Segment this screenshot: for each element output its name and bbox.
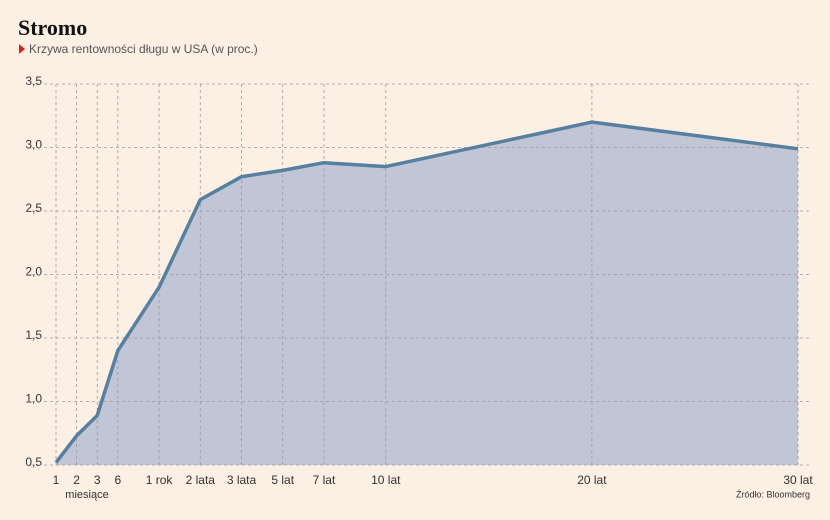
chart-title: Stromo <box>18 15 87 40</box>
y-tick-label: 1,0 <box>25 392 42 406</box>
x-tick-label: 1 <box>53 473 60 487</box>
x-tick-label: 3 lata <box>227 473 257 487</box>
x-annotation: miesiące <box>65 489 108 501</box>
subtitle-marker <box>19 44 25 54</box>
y-tick-label: 1,5 <box>25 328 42 342</box>
x-tick-label: 20 lat <box>577 473 607 487</box>
line <box>54 120 799 464</box>
x-tick-label: 6 <box>114 473 121 487</box>
y-tick-label: 3,0 <box>25 138 42 152</box>
y-tick-label: 3,5 <box>25 74 42 88</box>
x-tick-label: 30 lat <box>783 473 813 487</box>
y-tick-label: 0,5 <box>25 455 42 469</box>
source: Źródło: Bloomberg <box>736 489 810 499</box>
chart-subtitle: Krzywa rentowności długu w USA (w proc.) <box>29 42 258 56</box>
x-tick-label: 2 <box>73 473 80 487</box>
x-tick-label: 2 lata <box>186 473 216 487</box>
x-tick-label: 3 <box>94 473 101 487</box>
x-tick-label: 10 lat <box>371 473 401 487</box>
x-tick-label: 5 lat <box>271 473 294 487</box>
x-tick-label: 1 rok <box>146 473 174 487</box>
x-tick-label: 7 lat <box>313 473 336 487</box>
y-tick-label: 2,5 <box>25 201 42 215</box>
y-tick-label: 2,0 <box>25 265 42 279</box>
